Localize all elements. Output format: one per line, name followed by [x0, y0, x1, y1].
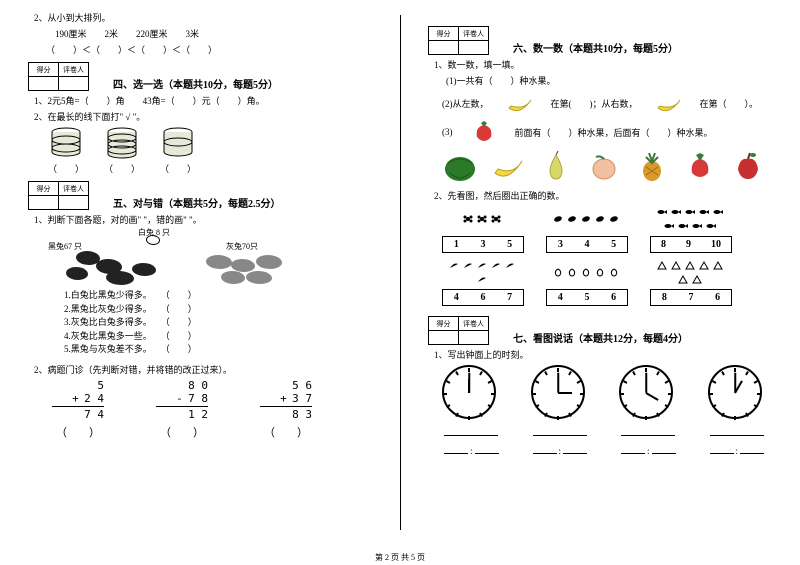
- math-problems: 5 +2 4 7 4 （ ） 8 0 -7 8 1 2 （ ） 5 6 +3 7…: [52, 379, 382, 440]
- peach-icon: [586, 149, 622, 183]
- score-hdr: 得分: [29, 63, 59, 77]
- cylinder-1: [46, 126, 86, 162]
- section-4-title: 四、选一选（本题共10分，每题5分）: [113, 74, 278, 91]
- count-row-2: 467 456 876: [442, 259, 782, 306]
- strawberry-icon: [469, 119, 499, 145]
- count-3: 8910: [650, 206, 732, 253]
- judge-3: 3.灰兔比白兔多得多。 （ ）: [64, 316, 382, 330]
- sec4-q1: 1、2元5角=（ ）角 43角=（ ）元（ ）角。: [34, 94, 382, 107]
- section-5-title: 五、对与错（本题共5分，每题2.5分）: [113, 193, 281, 210]
- clocks-row: : : : :: [442, 365, 782, 456]
- judge-4: 4.灰兔比黑兔多一些。 （ ）: [64, 330, 382, 344]
- cylinder-2: [102, 126, 142, 162]
- clock-3: :: [619, 365, 678, 456]
- sec6-q2: 2、先看图，然后圈出正确的数。: [434, 189, 782, 202]
- strawberry-icon: [682, 149, 718, 183]
- count-5: 456: [546, 259, 628, 306]
- math-2: 8 0 -7 8 1 2 （ ）: [156, 379, 208, 440]
- score-box-4: 得分评卷人 四、选一选（本题共10分，每题5分）: [28, 62, 382, 91]
- sec5-q1: 1、判断下面各题，对的画" "，错的画" "。: [34, 213, 382, 226]
- banana-icon: [505, 90, 535, 116]
- sec6-q1-2-row: (2)从左数， 在第( )；从右数， 在第（ ）。: [442, 90, 782, 116]
- blank-a: （ ）: [46, 162, 86, 175]
- count-1: 135: [442, 206, 524, 253]
- count-4: 467: [442, 259, 524, 306]
- blank-b: （ ）: [102, 162, 142, 175]
- judge-2: 2.黑兔比灰兔少得多。 （ ）: [64, 303, 382, 317]
- cyl-blanks: （ ） （ ） （ ）: [46, 162, 382, 175]
- banana-icon: [490, 149, 526, 183]
- grader-hdr: 评卷人: [59, 63, 89, 77]
- clock-2: :: [531, 365, 590, 456]
- watermelon-icon: [442, 149, 478, 183]
- math-1: 5 +2 4 7 4 （ ）: [52, 379, 104, 440]
- page-footer: 第 2 页 共 5 页: [0, 552, 800, 563]
- sec7-q1: 1、写出钟面上的时刻。: [434, 348, 782, 361]
- q2-title: 2、从小到大排列。: [34, 11, 382, 24]
- clock-4: :: [708, 365, 767, 456]
- cylinder-row: [46, 126, 382, 162]
- judge-1: 1.白兔比黑兔少得多。 （ ）: [64, 289, 382, 303]
- section-7-title: 七、看图说话（本题共12分，每题4分）: [513, 328, 688, 345]
- score-box-7: 得分评卷人 七、看图说话（本题共12分，每题4分）: [428, 316, 782, 345]
- section-6-title: 六、数一数（本题共10分，每题5分）: [513, 38, 678, 55]
- clock-1: :: [442, 365, 501, 456]
- left-column: 2、从小到大排列。 190厘米 2米 220厘米 3米 （ ）＜（ ）＜（ ）＜…: [0, 0, 400, 540]
- score-cell: [29, 77, 59, 91]
- pear-icon: [538, 149, 574, 183]
- score-box-6: 得分评卷人 六、数一数（本题共10分，每题5分）: [428, 26, 782, 55]
- judge-list: 1.白兔比黑兔少得多。 （ ） 2.黑兔比灰兔少得多。 （ ） 3.灰兔比白兔多…: [64, 289, 382, 357]
- column-divider: [400, 15, 401, 530]
- sec4-q2: 2、在最长的线下面打" √ "。: [34, 110, 382, 123]
- right-column: 得分评卷人 六、数一数（本题共10分，每题5分） 1、数一数，填一填。 (1)一…: [400, 0, 800, 540]
- black-label: 黑兔67 只: [48, 241, 82, 252]
- grader-cell: [59, 77, 89, 91]
- q2-blanks: （ ）＜（ ）＜（ ）＜（ ）: [46, 43, 382, 56]
- score-box-5: 得分评卷人 五、对与错（本题共5分，每题2.5分）: [28, 181, 382, 210]
- q2-items: 190厘米 2米 220厘米 3米: [46, 27, 382, 40]
- count-6: 876: [650, 259, 732, 306]
- math-3: 5 6 +3 7 8 3 （ ）: [260, 379, 312, 440]
- count-2: 345: [546, 206, 628, 253]
- grey-label: 灰兔70只: [226, 241, 258, 252]
- sec6-q1: 1、数一数，填一填。: [434, 58, 782, 71]
- pineapple-icon: [634, 149, 670, 183]
- fruit-lineup: [442, 149, 782, 183]
- sec6-q1-3-row: (3) 前面有（ ）种水果，后面有（ ）种水果。: [442, 119, 782, 145]
- count-row-1: 135 345 8910: [442, 206, 782, 253]
- cylinder-3: [158, 126, 198, 162]
- rabbit-illustration: 白兔 8 只 黑兔67 只 灰兔70只: [46, 229, 382, 289]
- sec6-q1-1: (1)一共有（ ）种水果。: [446, 74, 782, 87]
- banana-icon: [654, 90, 684, 116]
- blank-c: （ ）: [158, 162, 198, 175]
- sec5-q2: 2、病题门诊（先判断对错，并将错的改正过来）。: [34, 363, 382, 376]
- judge-5: 5.黑兔与灰兔差不多。 （ ）: [64, 343, 382, 357]
- apple-icon: [730, 149, 766, 183]
